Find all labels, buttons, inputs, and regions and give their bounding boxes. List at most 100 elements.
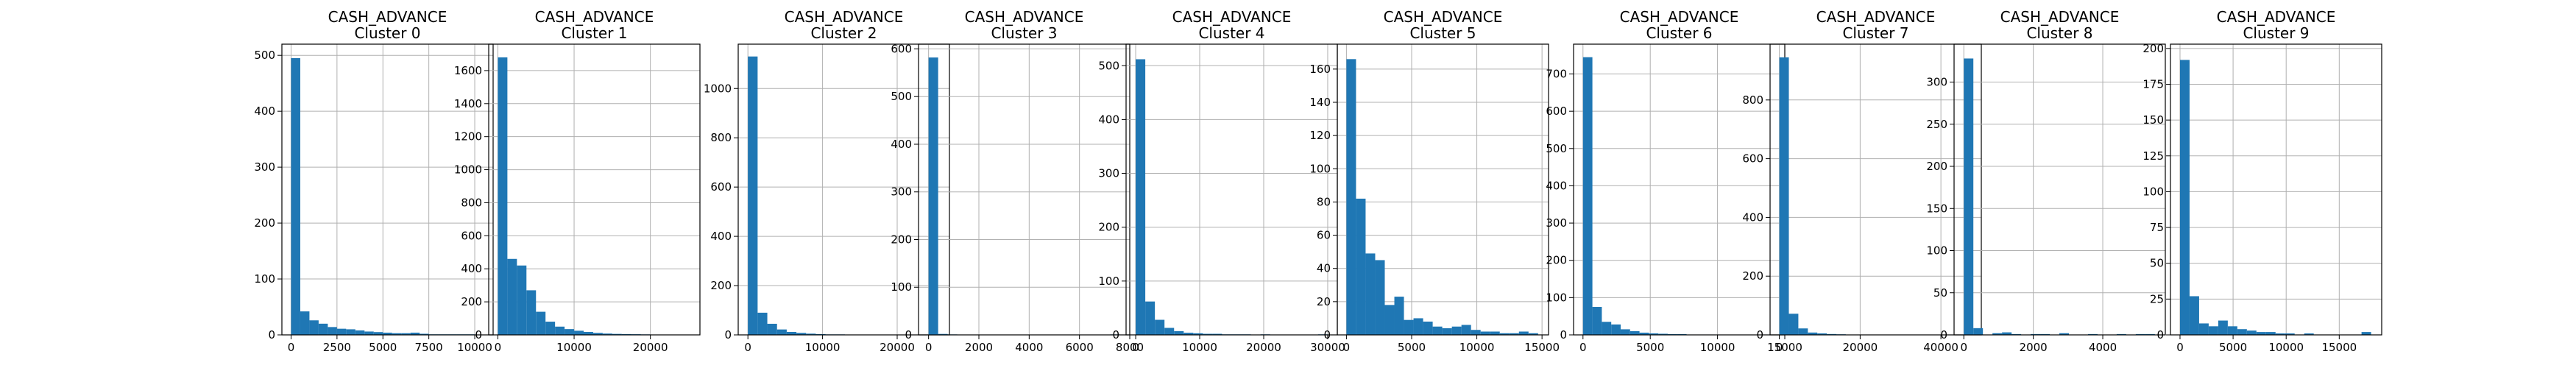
- panel-title-line-1: Cluster 5: [1409, 24, 1476, 42]
- histogram-bar: [536, 311, 546, 335]
- histogram-bar: [776, 329, 787, 335]
- y-tick-label: 25: [2150, 292, 2164, 305]
- histogram-bar: [2189, 296, 2199, 335]
- y-tick-label: 140: [1309, 96, 1331, 109]
- y-tick-label: 200: [1098, 221, 1119, 234]
- axes-frame: [281, 43, 494, 336]
- panel-title-line-1: Cluster 2: [810, 24, 877, 42]
- y-tick-label: 1000: [454, 163, 482, 177]
- x-tick-label: 20000: [1246, 341, 1281, 354]
- x-tick-label: 5000: [1398, 341, 1426, 354]
- y-tick-label: 0: [1940, 328, 1947, 342]
- histogram-bar: [2256, 332, 2266, 335]
- y-tick-label: 400: [1546, 179, 1567, 192]
- x-tick-label: 8000: [1116, 341, 1144, 354]
- panel-title-line-0: CASH_ADVANCE: [965, 8, 1084, 26]
- x-tick-label: 15000: [2321, 341, 2357, 354]
- histogram-bar: [309, 320, 319, 335]
- panel-title-line-1: Cluster 4: [1198, 24, 1264, 42]
- histogram-bar: [1203, 333, 1213, 335]
- histogram-bar: [938, 333, 948, 335]
- histogram-bar: [1174, 330, 1184, 335]
- histogram-bar: [410, 332, 420, 335]
- y-tick-label: 80: [1317, 195, 1331, 208]
- panel-title-line-0: CASH_ADVANCE: [2217, 8, 2336, 26]
- y-tick-label: 200: [1742, 269, 1763, 283]
- panel-title-line-1: Cluster 3: [991, 24, 1057, 42]
- histogram-bar: [507, 258, 517, 335]
- y-tick-label: 150: [1926, 202, 1947, 215]
- histogram-panel-2: 0 10000 2000002004006008001000CASH_ADVANCE…: [704, 8, 950, 354]
- histogram-bar: [748, 56, 758, 335]
- y-tick-label: 100: [1309, 162, 1331, 175]
- x-tick-label: 10000: [805, 341, 841, 354]
- histogram-bar: [1509, 333, 1519, 335]
- x-tick-label: 0: [495, 341, 502, 354]
- panel-title-line-1: Cluster 9: [2243, 24, 2309, 42]
- histogram-bar: [401, 333, 411, 335]
- y-tick-label: 400: [1742, 210, 1763, 224]
- y-tick-label: 250: [1926, 118, 1947, 131]
- x-tick-label: 0: [1960, 341, 1967, 354]
- histogram-panel-7: 0 20000 400000200400600800CASH_ADVANCEClus…: [1742, 8, 1982, 354]
- histogram-bar: [1451, 326, 1462, 335]
- y-tick-label: 500: [1546, 142, 1567, 155]
- y-tick-label: 400: [710, 230, 732, 243]
- axes-frame: [1769, 43, 1982, 336]
- histogram-bar: [2227, 326, 2237, 335]
- histogram-bar: [1817, 333, 1827, 335]
- histogram-bar: [574, 330, 584, 335]
- histogram-bar: [2208, 326, 2218, 335]
- axes-frame: [488, 43, 701, 336]
- y-tick-label: 0: [1323, 328, 1331, 342]
- y-tick-label: 1000: [704, 82, 732, 95]
- histogram-bar: [1145, 301, 1156, 335]
- histogram-bar: [1528, 333, 1538, 335]
- histogram-bar: [2002, 332, 2012, 335]
- histogram-bar: [328, 327, 337, 335]
- y-tick-label: 600: [1546, 105, 1567, 118]
- histogram-bar: [2198, 323, 2209, 335]
- x-tick-label: 10000: [2268, 341, 2304, 354]
- histogram-bar: [1155, 319, 1165, 335]
- y-tick-label: 0: [1756, 328, 1763, 342]
- histogram-bar: [2361, 332, 2371, 335]
- panel-title-line-0: CASH_ADVANCE: [1172, 8, 1292, 26]
- histogram-bar: [1518, 331, 1529, 335]
- histogram-bar: [2179, 60, 2190, 336]
- histogram-bar: [420, 333, 429, 335]
- histogram-bar: [592, 333, 603, 335]
- x-tick-label: 0: [1343, 341, 1351, 354]
- histogram-bar: [1461, 325, 1471, 335]
- y-tick-label: 300: [1098, 167, 1119, 180]
- y-tick-label: 40: [1317, 262, 1331, 275]
- histogram-bar: [526, 290, 537, 335]
- histogram-bar: [1413, 318, 1423, 335]
- histogram-bar: [1582, 57, 1593, 335]
- x-tick-label: 10000: [556, 341, 592, 354]
- axes-frame: [918, 43, 1130, 336]
- y-tick-label: 50: [1933, 286, 1947, 300]
- histogram-bar: [1480, 331, 1490, 335]
- y-tick-label: 100: [2142, 185, 2164, 198]
- histogram-bar: [1620, 329, 1630, 335]
- x-tick-label: 5000: [1636, 341, 1664, 354]
- y-tick-label: 200: [461, 295, 482, 308]
- x-tick-label: 10000: [1182, 341, 1217, 354]
- histogram-bar: [545, 322, 556, 335]
- histogram-bar: [2059, 333, 2070, 335]
- histogram-bar: [796, 333, 807, 335]
- histogram-bar: [2304, 333, 2314, 335]
- histogram-bar: [1394, 297, 1404, 335]
- y-tick-label: 0: [268, 328, 275, 342]
- histogram-panel-1: 0 10000 2000002004006008001000120014001600…: [454, 8, 701, 354]
- histogram-bar: [1602, 322, 1612, 335]
- histogram-bar: [757, 312, 768, 335]
- x-tick-label: 0: [925, 341, 933, 354]
- panel-title-line-0: CASH_ADVANCE: [1384, 8, 1503, 26]
- x-tick-label: 20000: [1843, 341, 1878, 354]
- y-tick-label: 175: [2142, 77, 2164, 91]
- y-tick-label: 160: [1309, 63, 1331, 76]
- y-tick-label: 300: [254, 160, 275, 174]
- y-tick-label: 150: [2142, 113, 2164, 127]
